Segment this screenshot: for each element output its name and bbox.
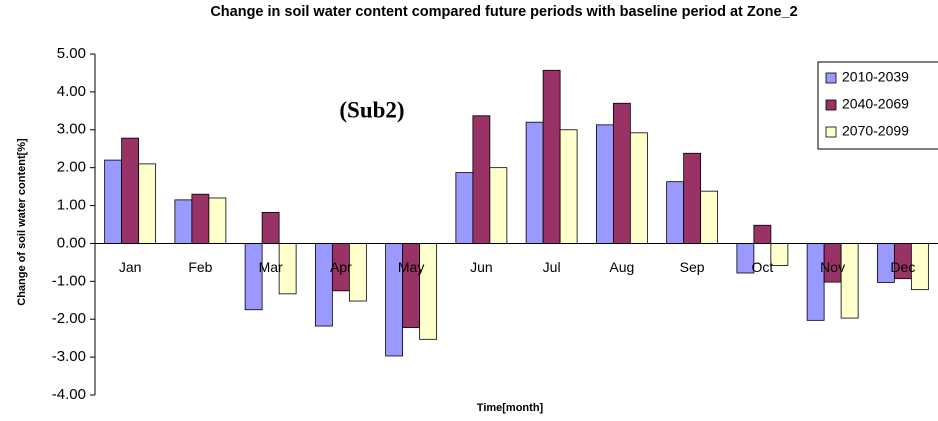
y-tick-label: 1.00 (57, 197, 86, 214)
legend-label: 2040-2069 (842, 96, 909, 112)
bar (208, 197, 227, 244)
bar (244, 243, 263, 311)
bar (542, 69, 561, 244)
bar (472, 115, 491, 244)
bar (559, 129, 578, 244)
annotation: (Sub2) (339, 97, 404, 122)
x-tick-label: Aug (609, 259, 634, 275)
bar (104, 159, 123, 244)
x-tick-label: Jun (470, 259, 493, 275)
x-tick-label: Jan (119, 259, 142, 275)
x-tick-label: Sep (680, 259, 705, 275)
y-tick-label: -1.00 (52, 272, 86, 289)
bar (402, 243, 421, 328)
legend-box (817, 61, 938, 150)
bar (489, 167, 508, 244)
bar (138, 163, 157, 244)
y-tick-label: 3.00 (57, 121, 86, 138)
bar (629, 132, 648, 244)
x-axis-title: Time[month] (477, 402, 544, 414)
x-tick-label: Jul (543, 259, 561, 275)
x-tick-label: Apr (330, 259, 352, 275)
bar (666, 181, 685, 244)
legend-swatch (825, 126, 837, 138)
bar (612, 102, 631, 244)
bar (770, 243, 789, 266)
bar (753, 224, 772, 244)
bar (700, 190, 719, 244)
y-tick-label: 0.00 (57, 234, 86, 251)
x-tick-label: Nov (820, 259, 845, 275)
legend: 2010-2039 2040-2069 2070-2099 (817, 61, 938, 150)
y-tick-label: 2.00 (57, 159, 86, 176)
bar (455, 172, 474, 244)
y-tick-label: 5.00 (57, 45, 86, 62)
y-axis-title: Change of soil water content[%] (16, 138, 28, 306)
x-tick-label: Feb (188, 259, 212, 275)
y-tick-label: 4.00 (57, 83, 86, 100)
x-tick-label: May (398, 259, 424, 275)
legend-swatch (825, 99, 837, 111)
bar (683, 152, 702, 244)
bar (525, 121, 544, 244)
bar (121, 137, 140, 244)
bar (806, 243, 825, 321)
x-tick-label: Dec (890, 259, 915, 275)
bar (348, 243, 367, 302)
y-tick-label: -3.00 (52, 348, 86, 365)
chart-title: Change in soil water content compared fu… (210, 4, 798, 20)
bar (261, 211, 280, 244)
bar (595, 124, 614, 244)
legend-label: 2010-2039 (842, 69, 909, 85)
bar (419, 243, 438, 340)
bar (840, 243, 859, 319)
bar (191, 193, 210, 244)
x-tick-label: Oct (751, 259, 773, 275)
bar (174, 199, 193, 244)
y-tick-label: -2.00 (52, 310, 86, 327)
legend-swatch (825, 72, 837, 84)
bar (314, 243, 333, 327)
legend-label: 2070-2099 (842, 123, 909, 139)
x-tick-label: Mar (259, 259, 283, 275)
y-tick-label: -4.00 (52, 386, 86, 403)
